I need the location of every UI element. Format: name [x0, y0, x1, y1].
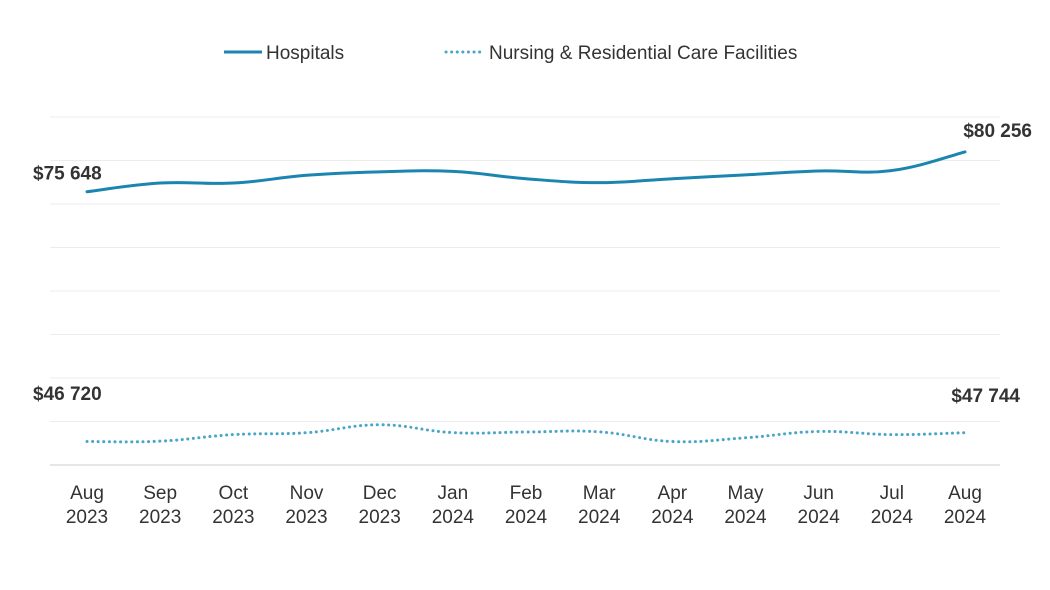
x-tick-year: 2023: [359, 507, 401, 528]
x-tick-year: 2024: [651, 507, 694, 528]
x-tick-label: Jan 2024: [432, 483, 475, 528]
x-tick-year: 2024: [505, 507, 548, 528]
x-tick-month: Aug: [948, 483, 982, 504]
hospitals-start-label: $75 648: [33, 164, 102, 185]
x-tick-month: Dec: [363, 483, 397, 504]
hospitals-end-label: $80 256: [963, 121, 1032, 142]
series-group: [85, 150, 967, 444]
x-tick-label: Mar 2024: [578, 483, 621, 528]
x-tick-month: Mar: [583, 483, 616, 504]
x-tick-year: 2023: [139, 507, 181, 528]
x-tick-label: Aug 2024: [944, 483, 987, 528]
gridlines: [50, 116, 1000, 466]
x-tick-year: 2024: [578, 507, 621, 528]
x-tick-label: Oct 2023: [212, 483, 254, 528]
x-tick-month: Nov: [290, 483, 324, 504]
nursing-end-label: $47 744: [951, 386, 1020, 407]
x-tick-label: Feb 2024: [505, 483, 548, 528]
x-tick-label: Jul 2024: [871, 483, 914, 528]
x-tick-year: 2023: [66, 507, 108, 528]
x-tick-year: 2024: [432, 507, 475, 528]
x-tick-label: May 2024: [724, 483, 767, 528]
x-tick-year: 2023: [285, 507, 327, 528]
x-tick-month: Jan: [438, 483, 469, 504]
x-tick-label: Dec 2023: [359, 483, 401, 528]
x-tick-month: Jun: [803, 483, 834, 504]
x-tick-month: Jul: [880, 483, 904, 504]
x-tick-month: May: [728, 483, 764, 504]
x-tick-month: Aug: [70, 483, 104, 504]
x-tick-month: Sep: [143, 483, 177, 504]
x-tick-year: 2024: [944, 507, 987, 528]
nursing-line: [85, 423, 967, 444]
legend-label-nursing: Nursing & Residential Care Facilities: [489, 43, 797, 64]
x-tick-year: 2024: [798, 507, 841, 528]
legend-label-hospitals: Hospitals: [266, 43, 344, 64]
nursing-start-label: $46 720: [33, 384, 102, 405]
value-labels: $75 648 $80 256 $46 720 $47 744: [33, 121, 1032, 407]
x-tick-label: Aug 2023: [66, 483, 108, 528]
x-tick-label: Sep 2023: [139, 483, 181, 528]
x-tick-label: Apr 2024: [651, 483, 694, 528]
hospitals-line: [85, 150, 967, 194]
x-tick-label: Jun 2024: [798, 483, 841, 528]
x-tick-label: Nov 2023: [285, 483, 327, 528]
x-tick-month: Feb: [510, 483, 543, 504]
legend: Hospitals Nursing & Residential Care Fac…: [224, 43, 797, 64]
x-tick-month: Oct: [219, 483, 249, 504]
x-tick-year: 2024: [724, 507, 767, 528]
x-tick-year: 2023: [212, 507, 254, 528]
x-axis: Aug 2023 Sep 2023 Oct 2023 Nov 2023 Dec 2023 Jan 20…: [66, 483, 987, 528]
x-tick-month: Apr: [658, 483, 688, 504]
x-tick-year: 2024: [871, 507, 914, 528]
